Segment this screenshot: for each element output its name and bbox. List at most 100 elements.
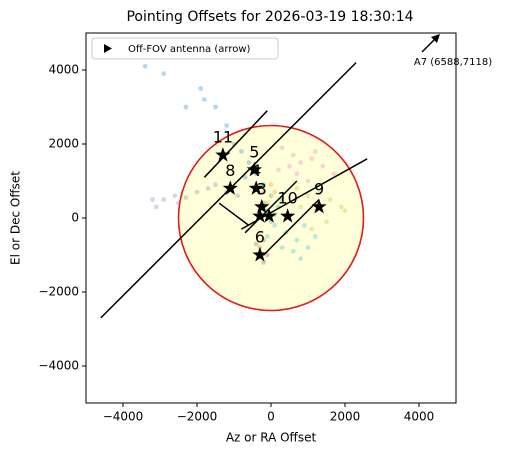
offset-point	[172, 193, 178, 199]
x-axis-label: Az or RA Offset	[226, 431, 317, 445]
offset-point	[268, 193, 274, 199]
offset-point	[290, 248, 296, 254]
offset-point	[183, 104, 189, 110]
offset-point	[294, 237, 300, 243]
offset-point	[298, 256, 303, 262]
y-tick-label: 4000	[48, 63, 79, 77]
offset-point	[264, 252, 270, 258]
offset-point	[313, 149, 318, 154]
x-tick-label: 4000	[404, 410, 435, 424]
annotation: A7 (6588,7118)	[414, 57, 492, 68]
offset-point	[150, 197, 156, 202]
antenna-star	[248, 180, 264, 195]
legend-box	[91, 37, 279, 60]
offset-point	[272, 223, 278, 228]
antenna-label: 6	[255, 228, 265, 247]
offset-point	[261, 237, 266, 243]
antenna-star	[280, 208, 296, 223]
offset-point	[327, 197, 333, 202]
legend-label: Off-FOV antenna (arrow)	[128, 44, 251, 55]
offset-point	[294, 171, 300, 177]
offset-point	[272, 189, 278, 195]
offset-point	[338, 204, 344, 210]
offset-point	[279, 197, 285, 202]
offset-point	[305, 245, 311, 251]
y-tick-label: −4000	[38, 359, 79, 373]
antenna-star	[311, 198, 327, 214]
offset-point	[261, 260, 266, 265]
offset-point	[320, 163, 326, 169]
x-tick-label: 2000	[330, 410, 361, 424]
antenna-star	[222, 180, 238, 195]
offset-point	[276, 167, 281, 173]
baseline-line	[218, 202, 250, 226]
antenna-label: 5	[249, 142, 259, 161]
offset-point	[279, 245, 285, 251]
antenna-star	[215, 147, 231, 162]
offset-point	[202, 97, 207, 102]
offset-point	[298, 160, 303, 165]
x-tick-label: 0	[267, 410, 275, 424]
y-tick-label: 2000	[48, 137, 79, 151]
antenna-star	[254, 198, 270, 214]
offset-point	[213, 104, 218, 110]
offset-point	[213, 182, 218, 188]
offset-point	[253, 241, 259, 247]
offset-point	[324, 219, 329, 225]
offset-point	[235, 193, 241, 199]
offset-point	[239, 149, 244, 154]
antenna-label: 4	[251, 161, 261, 180]
offset-point	[161, 197, 167, 202]
offset-point	[331, 171, 337, 177]
offset-point	[279, 145, 285, 151]
offset-point	[242, 174, 248, 180]
plot-area	[100, 62, 368, 319]
offset-point	[142, 63, 148, 69]
antenna-star	[252, 208, 268, 223]
offset-point	[268, 182, 274, 188]
offset-point	[246, 160, 252, 165]
baseline-line	[203, 110, 268, 178]
offset-point	[305, 178, 311, 184]
baseline-line	[244, 180, 298, 234]
y-tick-label: −2000	[38, 285, 79, 299]
x-tick-label: −4000	[103, 410, 144, 424]
x-tick-label: −2000	[177, 410, 218, 424]
offset-point	[153, 204, 159, 210]
antenna-star	[261, 208, 277, 223]
offset-point	[183, 195, 189, 201]
offset-point	[264, 234, 270, 239]
offset-point	[161, 71, 167, 77]
antenna-label: 11	[213, 128, 233, 147]
antenna-star	[246, 161, 262, 177]
chart-title: Pointing Offsets for 2026-03-19 18:30:14	[126, 9, 413, 25]
antenna-label: 8	[225, 161, 235, 180]
offset-point	[301, 223, 307, 228]
offset-point	[176, 200, 181, 206]
offset-point	[298, 204, 303, 210]
offset-point	[342, 208, 348, 214]
offset-point	[316, 189, 322, 195]
offset-point	[305, 193, 311, 199]
offset-point	[290, 152, 296, 158]
offset-point	[309, 156, 315, 162]
legend-marker	[104, 44, 112, 53]
offset-point	[205, 186, 211, 191]
antenna-label: 10	[277, 189, 297, 208]
offset-point	[309, 226, 315, 232]
y-axis-label: El or Dec Offset	[9, 171, 23, 265]
antenna-star	[252, 247, 268, 262]
offset-point	[198, 86, 204, 91]
offset-point	[313, 234, 318, 239]
antenna-label: 9	[314, 179, 324, 198]
arrow-head	[431, 34, 440, 43]
antenna-label: 3	[257, 179, 267, 198]
offset-point	[194, 189, 200, 195]
offset-point	[294, 186, 300, 191]
offset-point	[261, 189, 266, 195]
offset-point	[224, 123, 230, 128]
offset-point	[287, 163, 292, 169]
y-tick-label: 0	[71, 211, 79, 225]
baseline-line	[263, 198, 320, 256]
